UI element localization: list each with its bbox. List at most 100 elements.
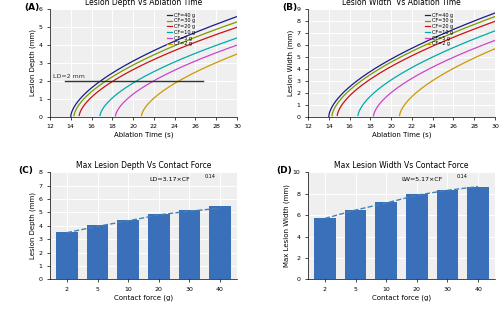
CF=10 g (382, 82, 388, 86)
Title: Lesion Width  Vs Ablation Time: Lesion Width Vs Ablation Time (342, 0, 461, 7)
CF=40 g (443, 31, 449, 35)
CF=2 g (440, 72, 446, 76)
CF=5 g (455, 53, 461, 57)
CF=10 g (177, 58, 183, 62)
CF=5 g (198, 57, 204, 60)
Line: CF=40 g: CF=40 g (329, 13, 495, 116)
CF=40 g (182, 35, 188, 39)
Line: CF=20 g: CF=20 g (337, 21, 495, 115)
CF=2 g (185, 74, 191, 78)
Bar (56, 232, 78, 279)
Y-axis label: Max Lesion Width (mm): Max Lesion Width (mm) (284, 184, 290, 267)
CF=2 g (407, 97, 413, 100)
CF=10 g (202, 48, 207, 52)
Bar (345, 210, 366, 279)
CF=30 g (329, 114, 335, 117)
CF=20 g (458, 32, 464, 36)
CF=5 g (492, 39, 498, 42)
CF=30 g (434, 38, 440, 42)
Y-axis label: Lesion Depth (mm): Lesion Depth (mm) (29, 192, 35, 259)
CF=5 g (197, 57, 203, 61)
CF=20 g (76, 114, 82, 117)
CF=30 g (492, 15, 498, 19)
Text: (C): (C) (18, 166, 33, 175)
Title: Lesion Depth Vs Ablation Time: Lesion Depth Vs Ablation Time (85, 0, 202, 7)
CF=2 g (138, 114, 144, 117)
CF=30 g (234, 20, 240, 24)
CF=40 g (468, 21, 473, 24)
CF=10 g (442, 50, 448, 53)
CF=20 g (492, 19, 498, 23)
Line: CF=30 g: CF=30 g (74, 22, 237, 116)
Bar (148, 214, 170, 279)
CF=20 g (436, 41, 442, 45)
Line: CF=40 g: CF=40 g (71, 17, 237, 116)
CF=30 g (484, 18, 490, 21)
CF=2 g (443, 71, 449, 74)
CF=20 g (434, 42, 440, 46)
CF=20 g (334, 113, 340, 117)
Bar (437, 190, 458, 279)
CF=2 g (149, 98, 155, 102)
CF=40 g (448, 28, 454, 32)
CF=40 g (326, 115, 332, 118)
Legend: CF=40 g, CF=30 g, CF=20 g, CF=10 g, CF=5 g, CF=2 g: CF=40 g, CF=30 g, CF=20 g, CF=10 g, CF=5… (422, 11, 456, 48)
CF=5 g (145, 82, 151, 86)
Line: CF=5 g: CF=5 g (374, 41, 495, 116)
X-axis label: Contact force (g): Contact force (g) (114, 295, 173, 301)
CF=40 g (68, 115, 74, 118)
Text: LD=2 mm: LD=2 mm (53, 74, 85, 79)
CF=5 g (173, 68, 179, 72)
Line: CF=20 g: CF=20 g (79, 27, 237, 116)
CF=30 g (154, 52, 160, 56)
Bar (87, 225, 108, 279)
CF=30 g (402, 52, 408, 56)
CF=40 g (190, 31, 196, 35)
CF=30 g (226, 23, 232, 26)
CF=10 g (477, 35, 483, 38)
Line: CF=5 g: CF=5 g (116, 45, 237, 116)
CF=30 g (420, 44, 426, 48)
CF=10 g (460, 42, 466, 46)
Text: (A): (A) (24, 3, 39, 12)
CF=20 g (234, 25, 240, 29)
Text: (D): (D) (276, 166, 292, 175)
CF=10 g (219, 41, 225, 45)
Line: CF=10 g: CF=10 g (358, 31, 495, 115)
CF=10 g (355, 113, 361, 117)
Text: LD=3.17×CF: LD=3.17×CF (149, 176, 190, 181)
CF=20 g (232, 26, 237, 30)
CF=5 g (234, 43, 240, 47)
CF=5 g (208, 53, 214, 57)
Line: CF=2 g: CF=2 g (400, 49, 495, 115)
CF=5 g (456, 53, 462, 57)
CF=20 g (200, 37, 206, 41)
CF=2 g (408, 95, 414, 99)
Bar (118, 220, 139, 279)
CF=40 g (210, 24, 216, 28)
CF=10 g (435, 53, 441, 57)
CF=40 g (492, 11, 498, 15)
CF=2 g (162, 88, 168, 91)
Y-axis label: Lesion Depth (mm): Lesion Depth (mm) (29, 30, 35, 96)
X-axis label: Ablation Time (s): Ablation Time (s) (372, 132, 432, 138)
CF=30 g (412, 48, 418, 52)
Legend: CF=40 g, CF=30 g, CF=20 g, CF=10 g, CF=5 g, CF=2 g: CF=40 g, CF=30 g, CF=20 g, CF=10 g, CF=5… (164, 11, 198, 48)
CF=20 g (178, 46, 184, 50)
CF=10 g (234, 36, 240, 40)
Line: CF=10 g: CF=10 g (100, 38, 237, 116)
CF=10 g (97, 114, 103, 117)
CF=10 g (384, 80, 390, 84)
CF=40 g (440, 32, 446, 36)
CF=20 g (476, 25, 482, 29)
CF=5 g (431, 65, 437, 68)
CF=20 g (490, 20, 496, 24)
CF=10 g (184, 55, 190, 59)
Bar (210, 206, 231, 279)
Title: Max Lesion Width Vs Contact Force: Max Lesion Width Vs Contact Force (334, 161, 469, 170)
Text: 0.14: 0.14 (204, 175, 215, 179)
X-axis label: Ablation Time (s): Ablation Time (s) (114, 132, 173, 138)
CF=10 g (126, 83, 132, 87)
CF=2 g (182, 76, 188, 79)
CF=5 g (403, 80, 409, 84)
